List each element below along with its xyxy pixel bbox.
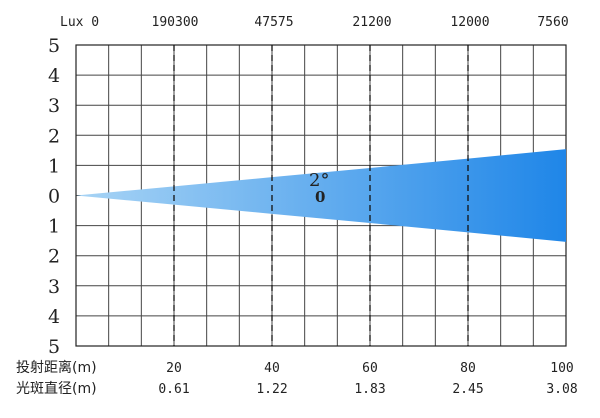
distance-tick-label: 60 — [362, 361, 378, 376]
lux-value: 12000 — [450, 15, 489, 30]
lux-value: 47575 — [254, 15, 293, 30]
y-tick-label: 0 — [48, 186, 60, 208]
distance-label: 投射距离(m) — [16, 359, 97, 376]
beam-area — [76, 149, 566, 242]
distance-tick-label: 80 — [460, 361, 476, 376]
distance-tick-label: 100 — [550, 361, 573, 376]
beam-angle-label: 2° — [309, 170, 329, 191]
lux-value: 21200 — [352, 15, 391, 30]
y-tick-label: 5 — [48, 35, 60, 57]
beam-marker-label: 0 — [315, 188, 325, 206]
lux-value: 7560 — [537, 15, 568, 30]
y-tick-label: 4 — [48, 306, 60, 328]
diameter-tick-label: 1.83 — [354, 382, 385, 397]
y-tick-label: 2 — [48, 246, 60, 268]
distance-tick-label: 20 — [166, 361, 182, 376]
y-tick-label: 4 — [48, 65, 60, 87]
distance-tick-label: 40 — [264, 361, 280, 376]
diameter-tick-label: 1.22 — [256, 382, 287, 397]
y-tick-label: 1 — [48, 216, 60, 238]
beam-cone — [76, 149, 566, 242]
labels: Lux 0 投射距离(m) 光斑直径(m) 2° 0 5 4 3 2 1 0 1 2 3 4 5 19… — [16, 15, 578, 397]
y-tick-label: 3 — [48, 276, 60, 298]
y-tick-label: 5 — [48, 336, 60, 358]
diameter-tick-label: 3.08 — [546, 382, 577, 397]
y-tick-label: 3 — [48, 95, 60, 117]
diameter-label: 光斑直径(m) — [16, 380, 97, 397]
diameter-tick-label: 2.45 — [452, 382, 483, 397]
lux-value: 190300 — [152, 15, 199, 30]
diameter-tick-label: 0.61 — [158, 382, 189, 397]
y-tick-label: 1 — [48, 155, 60, 177]
y-tick-label: 2 — [48, 125, 60, 147]
lux-label: Lux 0 — [60, 15, 99, 30]
distance-dashed-lines — [173, 45, 469, 346]
